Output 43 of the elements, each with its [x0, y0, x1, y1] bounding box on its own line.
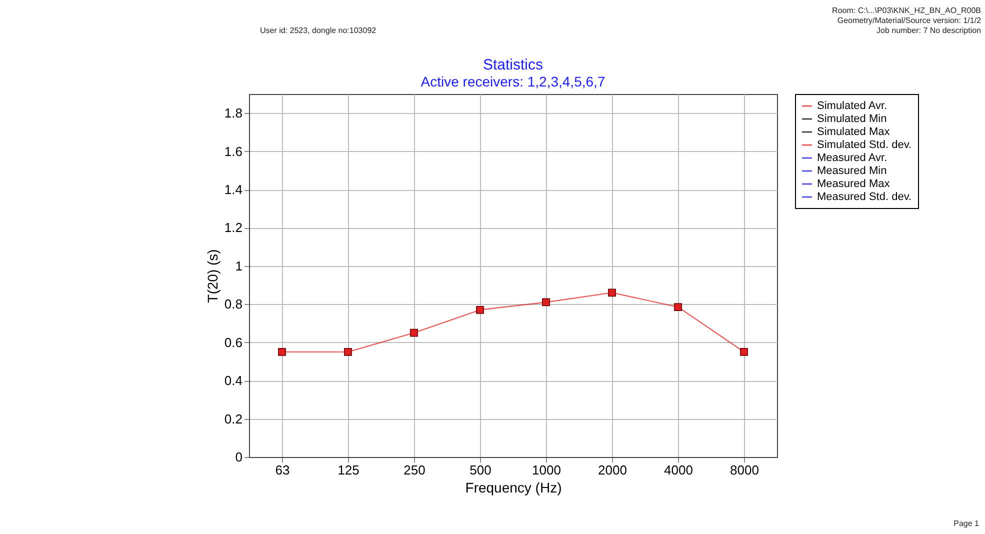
point	[278, 348, 286, 356]
text: Geometry/Material/Source version: 1/1/2	[837, 16, 981, 25]
x-tick-label: 4000	[664, 462, 693, 478]
y-tick-label: 1.4	[224, 182, 242, 198]
x-tick-label: 500	[470, 462, 492, 478]
x-tick-label: 63	[275, 462, 290, 478]
y-tick-label: 1.6	[224, 144, 242, 159]
legend-label: Measured Max	[817, 178, 890, 190]
text: Job number: 7 No description	[876, 26, 981, 35]
point	[740, 348, 748, 356]
chart-title: Statistics	[482, 56, 544, 74]
x-tick-label: 250	[404, 462, 426, 478]
point	[344, 348, 352, 356]
text: Room: C:\...\P03\KNK_HZ_BN_AO_R00B	[832, 6, 981, 15]
point	[410, 328, 418, 337]
point	[674, 303, 682, 311]
x-tick-label: 8000	[730, 462, 759, 478]
chart-subtitle: Active receivers: 1,2,3,4,5,6,7	[420, 74, 606, 90]
point	[608, 288, 616, 297]
point	[542, 298, 550, 306]
y-axis-title: T(20) (s)	[204, 249, 220, 303]
y-tick-label: 1	[235, 258, 242, 274]
text: User id: 2523, dongle no:103092	[260, 26, 376, 35]
x-axis-title: Frequency (Hz)	[465, 480, 562, 496]
text: Page 1	[954, 519, 979, 528]
y-tick-label: 0.4	[224, 373, 242, 388]
y-tick-label: 0.2	[224, 411, 242, 426]
legend-label: Simulated Max	[817, 126, 890, 138]
y-tick-label: 0	[235, 450, 242, 464]
y-tick-label: 0.6	[224, 334, 242, 350]
legend-label: Simulated Avr.	[817, 100, 888, 112]
legend-label: Measured Min	[817, 165, 887, 177]
x-tick-label: 2000	[598, 462, 627, 478]
legend-label: Measured Avr.	[817, 152, 888, 164]
y-tick-label: 1.8	[224, 106, 242, 121]
y-tick-label: 1.2	[224, 220, 242, 236]
x-tick-label: 125	[338, 462, 360, 478]
x-tick-label: 1000	[532, 462, 561, 478]
point	[476, 306, 484, 314]
legend-label: Simulated Std. dev.	[817, 139, 912, 151]
legend-label: Simulated Min	[817, 113, 887, 125]
y-tick-label: 0.8	[224, 296, 242, 312]
legend-label: Measured Std. dev.	[817, 191, 912, 203]
